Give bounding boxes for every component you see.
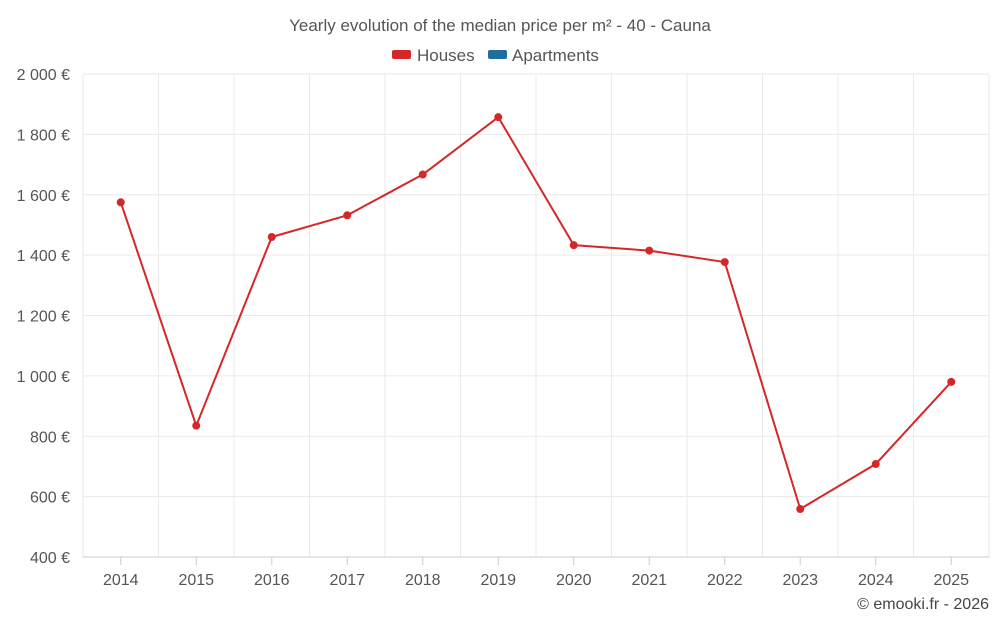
data-point-houses-2025[interactable] (947, 377, 956, 386)
y-tick-label: 1 200 € (17, 309, 70, 326)
x-tick-label: 2021 (631, 572, 667, 589)
data-point-houses-2016[interactable] (267, 233, 276, 242)
y-tick-label: 600 € (30, 490, 70, 507)
data-point-houses-2017[interactable] (343, 211, 352, 220)
y-tick-label: 1 400 € (17, 248, 70, 265)
series-line-houses (119, 116, 952, 511)
data-point-houses-2014[interactable] (116, 198, 125, 207)
data-point-houses-2018[interactable] (418, 170, 427, 179)
x-tick-label: 2019 (480, 572, 516, 589)
x-tick-label: 2023 (782, 572, 818, 589)
data-point-houses-2023[interactable] (796, 505, 805, 514)
legend-label-houses[interactable]: Houses (417, 46, 475, 65)
data-point-houses-2021[interactable] (645, 246, 654, 255)
x-tick-label: 2022 (707, 572, 743, 589)
x-tick-label: 2017 (329, 572, 365, 589)
data-point-houses-2015[interactable] (192, 421, 201, 430)
axes: 2 000 € 1 800 € 1 600 € 1 400 € 1 200 € 1 000… (17, 67, 989, 589)
y-tick-label: 1 600 € (17, 188, 70, 205)
y-tick-label: 400 € (30, 550, 70, 567)
legend-swatch-houses[interactable] (392, 50, 411, 59)
data-point-houses-2020[interactable] (569, 241, 578, 250)
x-tick-label: 2014 (103, 572, 139, 589)
y-tick-label: 2 000 € (17, 67, 70, 84)
legend-label-apartments[interactable]: Apartments (512, 46, 599, 65)
x-tick-label: 2024 (858, 572, 894, 589)
x-tick-label: 2020 (556, 572, 592, 589)
legend-swatch-apartments[interactable] (488, 50, 507, 59)
legend: Houses Apartments (392, 46, 599, 65)
y-tick-label: 1 800 € (17, 127, 70, 144)
x-tick-label: 2025 (933, 572, 969, 589)
grid (82, 73, 990, 557)
data-point-houses-2024[interactable] (871, 460, 880, 469)
x-tick-label: 2018 (405, 572, 441, 589)
data-point-houses-2019[interactable] (494, 113, 503, 122)
data-point-houses-2022[interactable] (720, 258, 729, 267)
x-tick-label: 2016 (254, 572, 290, 589)
chart-title: Yearly evolution of the median price per… (289, 16, 711, 35)
credit-text: © emooki.fr - 2026 (857, 596, 989, 613)
y-tick-label: 800 € (30, 429, 70, 446)
x-tick-label: 2015 (178, 572, 214, 589)
y-tick-label: 1 000 € (17, 369, 70, 386)
series (116, 113, 956, 514)
